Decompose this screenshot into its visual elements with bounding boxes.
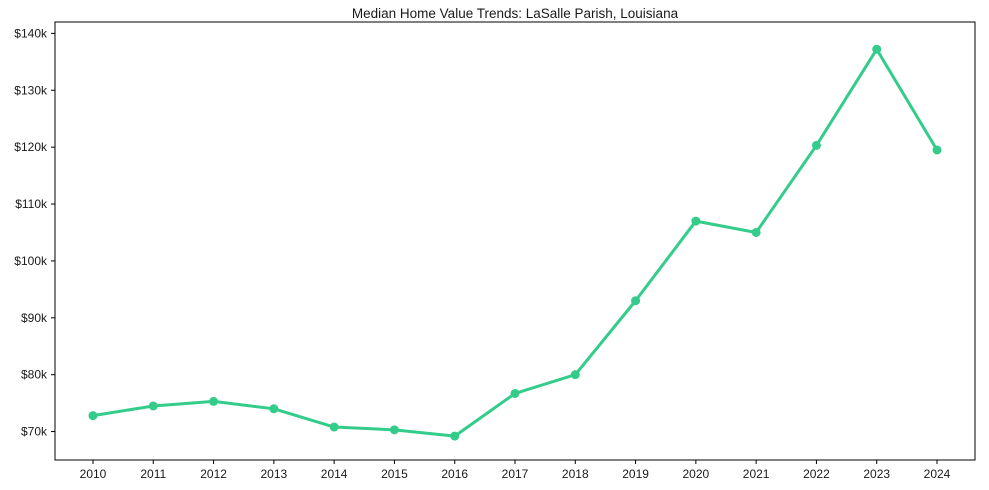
x-tick-label: 2016 — [441, 467, 468, 481]
x-tick-label: 2020 — [683, 467, 710, 481]
x-tick-label: 2019 — [622, 467, 649, 481]
y-tick-label: $120k — [14, 140, 48, 154]
y-tick-label: $100k — [14, 254, 48, 268]
x-tick-label: 2022 — [803, 467, 830, 481]
x-tick-label: 2018 — [562, 467, 589, 481]
x-tick-label: 2017 — [502, 467, 529, 481]
data-point — [209, 396, 219, 406]
y-tick-label: $90k — [21, 311, 48, 325]
y-tick-label: $70k — [21, 425, 48, 439]
x-tick-label: 2013 — [261, 467, 288, 481]
x-tick-label: 2011 — [140, 467, 166, 481]
data-point — [389, 425, 399, 435]
x-tick-label: 2021 — [743, 467, 770, 481]
x-tick-label: 2012 — [200, 467, 227, 481]
data-point — [329, 422, 339, 432]
data-point — [450, 431, 460, 441]
x-tick-label: 2014 — [321, 467, 348, 481]
x-tick-label: 2024 — [924, 467, 951, 481]
plot-area: $70k $80k $90k $100k $110k $120k $130k $140k 201… — [14, 21, 976, 481]
data-point — [88, 411, 98, 421]
data-point — [932, 145, 942, 155]
data-point — [570, 370, 580, 380]
x-tick-label: 2015 — [381, 467, 408, 481]
chart-title: Median Home Value Trends: LaSalle Parish… — [352, 6, 679, 21]
data-point — [631, 296, 641, 306]
y-tick-label: $110k — [15, 197, 48, 211]
data-point — [872, 44, 882, 54]
y-tick-label: $130k — [14, 83, 48, 97]
y-tick-label: $140k — [14, 26, 48, 40]
x-tick-label: 2010 — [80, 467, 107, 481]
data-point — [811, 140, 821, 150]
data-point — [510, 388, 520, 398]
data-point — [751, 227, 761, 237]
data-point — [691, 216, 701, 226]
x-tick-label: 2023 — [863, 467, 890, 481]
line-series — [91, 47, 939, 438]
data-point — [269, 404, 279, 414]
y-tick-label: $80k — [21, 368, 48, 382]
data-point — [148, 401, 158, 411]
